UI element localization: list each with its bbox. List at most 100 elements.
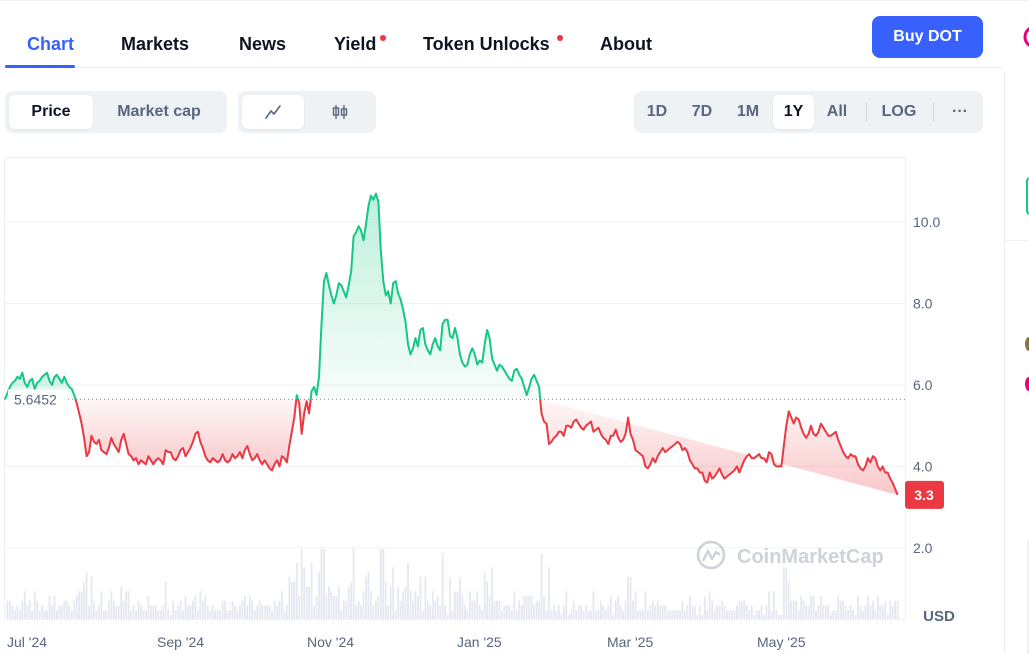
volume-bar bbox=[829, 615, 832, 619]
area-below-baseline bbox=[540, 399, 898, 495]
volume-bar bbox=[125, 591, 128, 619]
volume-bar bbox=[488, 596, 491, 619]
volume-bar bbox=[580, 605, 582, 619]
volume-bar bbox=[503, 605, 506, 619]
volume-bar bbox=[733, 610, 736, 619]
volume-bar bbox=[201, 600, 204, 619]
tab-chart[interactable]: Chart bbox=[27, 34, 75, 54]
volume-bar bbox=[350, 581, 353, 619]
volume-bar bbox=[716, 605, 718, 619]
tab-news[interactable]: News bbox=[239, 34, 287, 54]
more-options-button[interactable]: ··· bbox=[952, 103, 968, 120]
volume-bar bbox=[122, 600, 125, 619]
candlestick-chart-button[interactable] bbox=[309, 95, 371, 129]
volume-bar bbox=[36, 600, 39, 619]
volume-bar bbox=[38, 610, 41, 619]
volume-bar bbox=[88, 605, 90, 619]
range-all[interactable]: All bbox=[826, 103, 848, 120]
volume-bar bbox=[698, 605, 701, 619]
line-chart-button[interactable] bbox=[242, 95, 304, 129]
tab-markets[interactable]: Markets bbox=[121, 34, 190, 54]
volume-bar bbox=[342, 600, 345, 619]
volume-bar bbox=[451, 610, 454, 619]
volume-bar bbox=[684, 610, 686, 619]
volume-bar bbox=[211, 605, 214, 619]
volume-bar bbox=[879, 605, 882, 619]
volume-bar bbox=[41, 605, 43, 619]
volume-bar bbox=[384, 581, 387, 619]
volume-bar bbox=[251, 600, 254, 619]
volume-bar bbox=[130, 610, 132, 619]
volume-bar bbox=[832, 610, 835, 619]
volume-bar bbox=[795, 600, 798, 619]
volume-bar bbox=[107, 600, 110, 619]
volume-bar bbox=[553, 605, 555, 619]
volume-bar bbox=[283, 610, 286, 619]
yield-notification-dot bbox=[380, 35, 386, 41]
volume-bar bbox=[824, 605, 827, 619]
volume-bar bbox=[320, 549, 323, 619]
volume-bar bbox=[582, 610, 585, 619]
volume-bar bbox=[78, 591, 81, 619]
volume-bar bbox=[115, 605, 118, 619]
volume-bar bbox=[876, 596, 879, 619]
volume-bar bbox=[224, 600, 226, 619]
volume-bar bbox=[820, 596, 822, 619]
x-tick-label: Mar '25 bbox=[607, 634, 653, 650]
volume-bar bbox=[644, 591, 647, 619]
volume-bar bbox=[273, 600, 276, 619]
current-price-label: 3.3 bbox=[914, 487, 934, 503]
volume-bar bbox=[669, 610, 672, 619]
volume-bar bbox=[748, 610, 751, 619]
market-cap-toggle[interactable]: Market cap bbox=[117, 103, 201, 120]
volume-bar bbox=[335, 596, 338, 619]
volume-bar bbox=[48, 596, 51, 619]
volume-bar bbox=[13, 610, 16, 619]
volume-bar bbox=[540, 553, 543, 619]
volume-bar bbox=[607, 605, 610, 619]
range-1d[interactable]: 1D bbox=[646, 103, 668, 120]
range-1y[interactable]: 1Y bbox=[773, 95, 814, 129]
volume-bar bbox=[498, 600, 501, 619]
tab-about[interactable]: About bbox=[600, 34, 652, 54]
volume-bar bbox=[807, 605, 810, 619]
volume-bar bbox=[404, 586, 407, 619]
buy-dot-button[interactable]: Buy DOT bbox=[872, 16, 983, 58]
x-tick-label: Nov '24 bbox=[307, 634, 354, 650]
price-chart[interactable]: 2.0 4.0 6.0 8.0 10.0 Jul '24 Sep '24 Nov '24 Ja… bbox=[0, 150, 1004, 654]
area-above-baseline bbox=[310, 193, 541, 400]
price-line-down bbox=[539, 399, 899, 496]
range-7d[interactable]: 7D bbox=[691, 103, 713, 120]
x-tick-label: Jan '25 bbox=[457, 634, 502, 650]
volume-bar bbox=[243, 596, 246, 619]
right-panel-box-edge bbox=[1027, 540, 1029, 654]
volume-bar bbox=[414, 591, 417, 619]
volume-bar bbox=[473, 600, 476, 619]
tab-token-unlocks[interactable]: Token Unlocks bbox=[423, 34, 550, 54]
volume-bar bbox=[550, 610, 553, 619]
range-1m[interactable]: 1M bbox=[736, 103, 760, 120]
volume-bar bbox=[629, 577, 632, 619]
volume-bar bbox=[159, 610, 162, 619]
volume-bar bbox=[407, 562, 409, 619]
volume-bar bbox=[555, 610, 558, 619]
log-scale-button[interactable]: LOG bbox=[881, 103, 917, 120]
volume-bar bbox=[622, 610, 625, 619]
volume-bar bbox=[778, 615, 780, 619]
volume-bar bbox=[530, 596, 533, 619]
volume-bar bbox=[325, 596, 328, 619]
volume-bar bbox=[187, 605, 189, 619]
volume-bar bbox=[194, 596, 197, 619]
volume-bar bbox=[60, 605, 63, 619]
tab-yield[interactable]: Yield bbox=[334, 34, 377, 54]
volume-bar bbox=[728, 610, 731, 619]
volume-bar bbox=[782, 567, 785, 619]
volume-bar bbox=[886, 615, 889, 619]
volume-bar bbox=[154, 605, 157, 619]
volume-bar bbox=[16, 605, 19, 619]
watermark-text: CoinMarketCap bbox=[737, 546, 884, 568]
volume-bar bbox=[184, 596, 187, 619]
volume-bar bbox=[666, 610, 669, 619]
volume-bar bbox=[429, 605, 432, 619]
price-toggle[interactable]: Price bbox=[9, 95, 93, 129]
